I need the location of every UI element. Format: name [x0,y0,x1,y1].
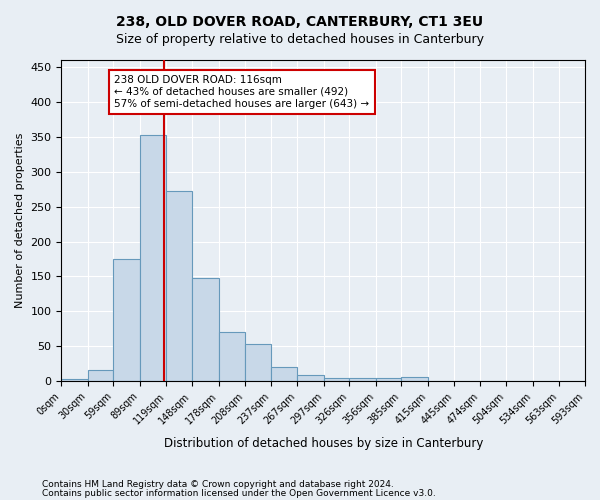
Text: 238, OLD DOVER ROAD, CANTERBURY, CT1 3EU: 238, OLD DOVER ROAD, CANTERBURY, CT1 3EU [116,15,484,29]
Bar [113,259,140,382]
Text: Contains HM Land Registry data © Crown copyright and database right 2024.: Contains HM Land Registry data © Crown c… [42,480,394,489]
X-axis label: Distribution of detached houses by size in Canterbury: Distribution of detached houses by size … [164,437,483,450]
Text: 238 OLD DOVER ROAD: 116sqm
← 43% of detached houses are smaller (492)
57% of sem: 238 OLD DOVER ROAD: 116sqm ← 43% of deta… [115,76,370,108]
Bar [376,378,401,382]
Bar [218,332,245,382]
Bar [271,368,297,382]
Bar [506,380,533,382]
Bar [140,136,166,382]
Text: Size of property relative to detached houses in Canterbury: Size of property relative to detached ho… [116,32,484,46]
Bar [192,278,218,382]
Bar [401,377,428,382]
Bar [297,375,323,382]
Y-axis label: Number of detached properties: Number of detached properties [15,133,25,308]
Bar [88,370,113,382]
Bar [559,380,585,382]
Bar [166,192,192,382]
Text: Contains public sector information licensed under the Open Government Licence v3: Contains public sector information licen… [42,488,436,498]
Bar [349,378,376,382]
Bar [323,378,349,382]
Bar [245,344,271,382]
Bar [61,379,88,382]
